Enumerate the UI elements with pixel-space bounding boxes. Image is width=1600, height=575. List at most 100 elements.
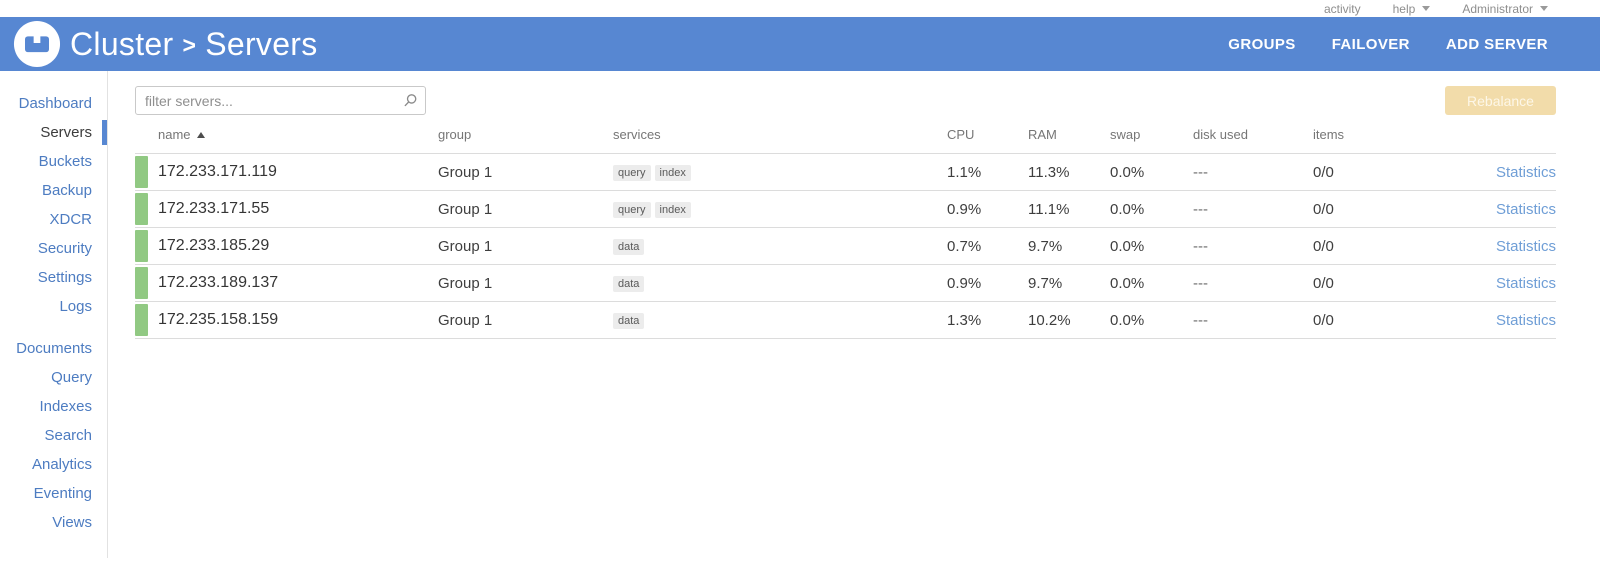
server-row[interactable]: 172.235.158.159 Group 1 data 1.3% 10.2% 0.0% -… (135, 302, 1556, 339)
sidebar-item-label: Settings (37, 269, 92, 286)
server-cell-swap: 0.0% (1110, 237, 1145, 255)
sidebar-item-backup[interactable]: Backup (0, 176, 107, 205)
column-label: swap (1110, 126, 1141, 142)
server-cell-name: 172.235.158.159 (158, 311, 279, 328)
header-action-failover[interactable]: FAILOVER (1331, 35, 1410, 53)
table-header-cell-disk_used[interactable]: disk used (1193, 127, 1313, 142)
column-label: items (1313, 126, 1345, 142)
table-header-cell-group[interactable]: group (438, 127, 613, 142)
server-row[interactable]: 172.233.171.119 Group 1 query index 1.1% 11.3… (135, 154, 1556, 191)
sidebar-item-search[interactable]: Search (0, 421, 107, 450)
header-action-groups[interactable]: GROUPS (1228, 35, 1296, 53)
sidebar-item-analytics[interactable]: Analytics (0, 450, 107, 479)
server-cell-disk_used: --- (1193, 274, 1208, 292)
service-badge-index: index (654, 165, 691, 181)
table-header-cell-cpu[interactable]: CPU (947, 127, 1028, 142)
sidebar-item-label: Logs (59, 298, 92, 315)
table-header-cell-name[interactable]: name (135, 127, 438, 142)
service-badge-data: data (613, 276, 645, 292)
server-cell-disk_used: --- (1193, 237, 1208, 255)
header-action-add-server[interactable]: ADD SERVER (1445, 35, 1548, 53)
service-badge-query: query (613, 202, 651, 218)
sidebar-item-label: Query (51, 369, 92, 386)
statistics-link[interactable]: Statistics (1495, 311, 1556, 329)
server-cell-disk_used: --- (1193, 163, 1208, 181)
service-badge-data: data (613, 313, 645, 329)
server-cell-ram: 9.7% (1028, 274, 1063, 292)
sidebar-item-security[interactable]: Security (0, 234, 107, 263)
server-row[interactable]: 172.233.185.29 Group 1 data 0.7% 9.7% 0.0% ---… (135, 228, 1556, 265)
sidebar-item-logs[interactable]: Logs (0, 292, 107, 321)
table-header-cell-items[interactable]: items (1313, 127, 1420, 142)
topbar-item-label: Administrator (1462, 1, 1533, 16)
server-status-bar (135, 156, 148, 188)
server-cell-name: 172.233.189.137 (158, 274, 279, 291)
server-cell-items: 0/0 (1313, 311, 1334, 329)
server-cell-items: 0/0 (1313, 163, 1334, 181)
page-body: Dashboard Servers Buckets Backup XDCR Securit… (0, 71, 1600, 575)
table-header-cell-swap[interactable]: swap (1110, 127, 1193, 142)
topbar-item-activity[interactable]: activity (1324, 2, 1361, 16)
column-label: group (438, 126, 472, 142)
server-cell-items: 0/0 (1313, 237, 1334, 255)
filter-servers-input[interactable] (135, 86, 426, 115)
sidebar-item-label: Servers (40, 124, 92, 141)
column-label: disk used (1193, 126, 1248, 142)
sidebar-item-eventing[interactable]: Eventing (0, 479, 107, 508)
server-cell-name: 172.233.171.119 (158, 163, 277, 180)
sidebar-item-dashboard[interactable]: Dashboard (0, 89, 107, 118)
sidebar-item-query[interactable]: Query (0, 363, 107, 392)
sidebar-item-label: Documents (16, 340, 92, 357)
sidebar-item-indexes[interactable]: Indexes (0, 392, 107, 421)
server-cell-swap: 0.0% (1110, 274, 1145, 292)
server-cell-link: Statistics (1420, 275, 1556, 292)
filter-wrap (135, 86, 426, 115)
sidebar-item-documents[interactable]: Documents (0, 334, 107, 363)
server-cell-link: Statistics (1420, 201, 1556, 218)
statistics-link[interactable]: Statistics (1495, 274, 1556, 292)
server-cell-cpu: 0.9% (947, 274, 982, 292)
sidebar-item-label: Buckets (38, 153, 92, 170)
server-cell-disk_used: --- (1193, 200, 1208, 218)
topbar-item-label: help (1392, 1, 1416, 16)
server-cell-items: 0/0 (1313, 274, 1334, 292)
sidebar-item-views[interactable]: Views (0, 508, 107, 537)
table-header-cell-ram[interactable]: RAM (1028, 127, 1110, 142)
sidebar-group: Documents Query Indexes Search Analytics Even… (0, 334, 107, 537)
breadcrumb-root: Cluster (70, 25, 174, 62)
rebalance-button[interactable]: Rebalance (1445, 86, 1556, 115)
sidebar-item-label: Indexes (39, 398, 92, 415)
statistics-link[interactable]: Statistics (1495, 163, 1556, 181)
sidebar-group: Dashboard Servers Buckets Backup XDCR Securit… (0, 89, 107, 321)
statistics-link[interactable]: Statistics (1495, 237, 1556, 255)
server-status-bar (135, 193, 148, 225)
topbar-item-administrator[interactable]: Administrator (1462, 2, 1548, 16)
statistics-link[interactable]: Statistics (1495, 200, 1556, 218)
server-row[interactable]: 172.233.171.55 Group 1 query index 0.9% 11.1%… (135, 191, 1556, 228)
couchbase-logo-icon (13, 20, 61, 68)
table-header-cell-services[interactable]: services (613, 127, 947, 142)
sidebar-item-buckets[interactable]: Buckets (0, 147, 107, 176)
topbar-item-help[interactable]: help (1393, 2, 1431, 16)
sidebar-item-settings[interactable]: Settings (0, 263, 107, 292)
server-cell-cpu: 1.1% (947, 163, 982, 181)
utility-bar: activity help Administrator (0, 0, 1600, 17)
sidebar-item-label: Eventing (33, 485, 92, 502)
server-status-bar (135, 267, 148, 299)
header-actions: GROUPS FAILOVER ADD SERVER (1228, 36, 1600, 53)
server-row[interactable]: 172.233.189.137 Group 1 data 0.9% 9.7% 0.0% --… (135, 265, 1556, 302)
caret-down-icon (1540, 6, 1548, 11)
sidebar-item-servers[interactable]: Servers (0, 118, 107, 147)
server-cell-items: 0/0 (1313, 200, 1334, 218)
server-cell-ram: 10.2% (1028, 311, 1071, 329)
server-cell-services: query index (613, 163, 947, 181)
table-body: 172.233.171.119 Group 1 query index 1.1% 11.3… (135, 154, 1556, 339)
server-cell-ram: 11.3% (1028, 163, 1070, 181)
sidebar-item-xdcr[interactable]: XDCR (0, 205, 107, 234)
breadcrumb-current: Servers (205, 25, 318, 62)
column-label: name (158, 126, 191, 142)
server-cell-name: 172.233.171.55 (158, 200, 270, 217)
server-status-bar (135, 304, 148, 336)
sidebar-item-label: Security (37, 240, 92, 257)
server-cell-swap: 0.0% (1110, 311, 1145, 329)
